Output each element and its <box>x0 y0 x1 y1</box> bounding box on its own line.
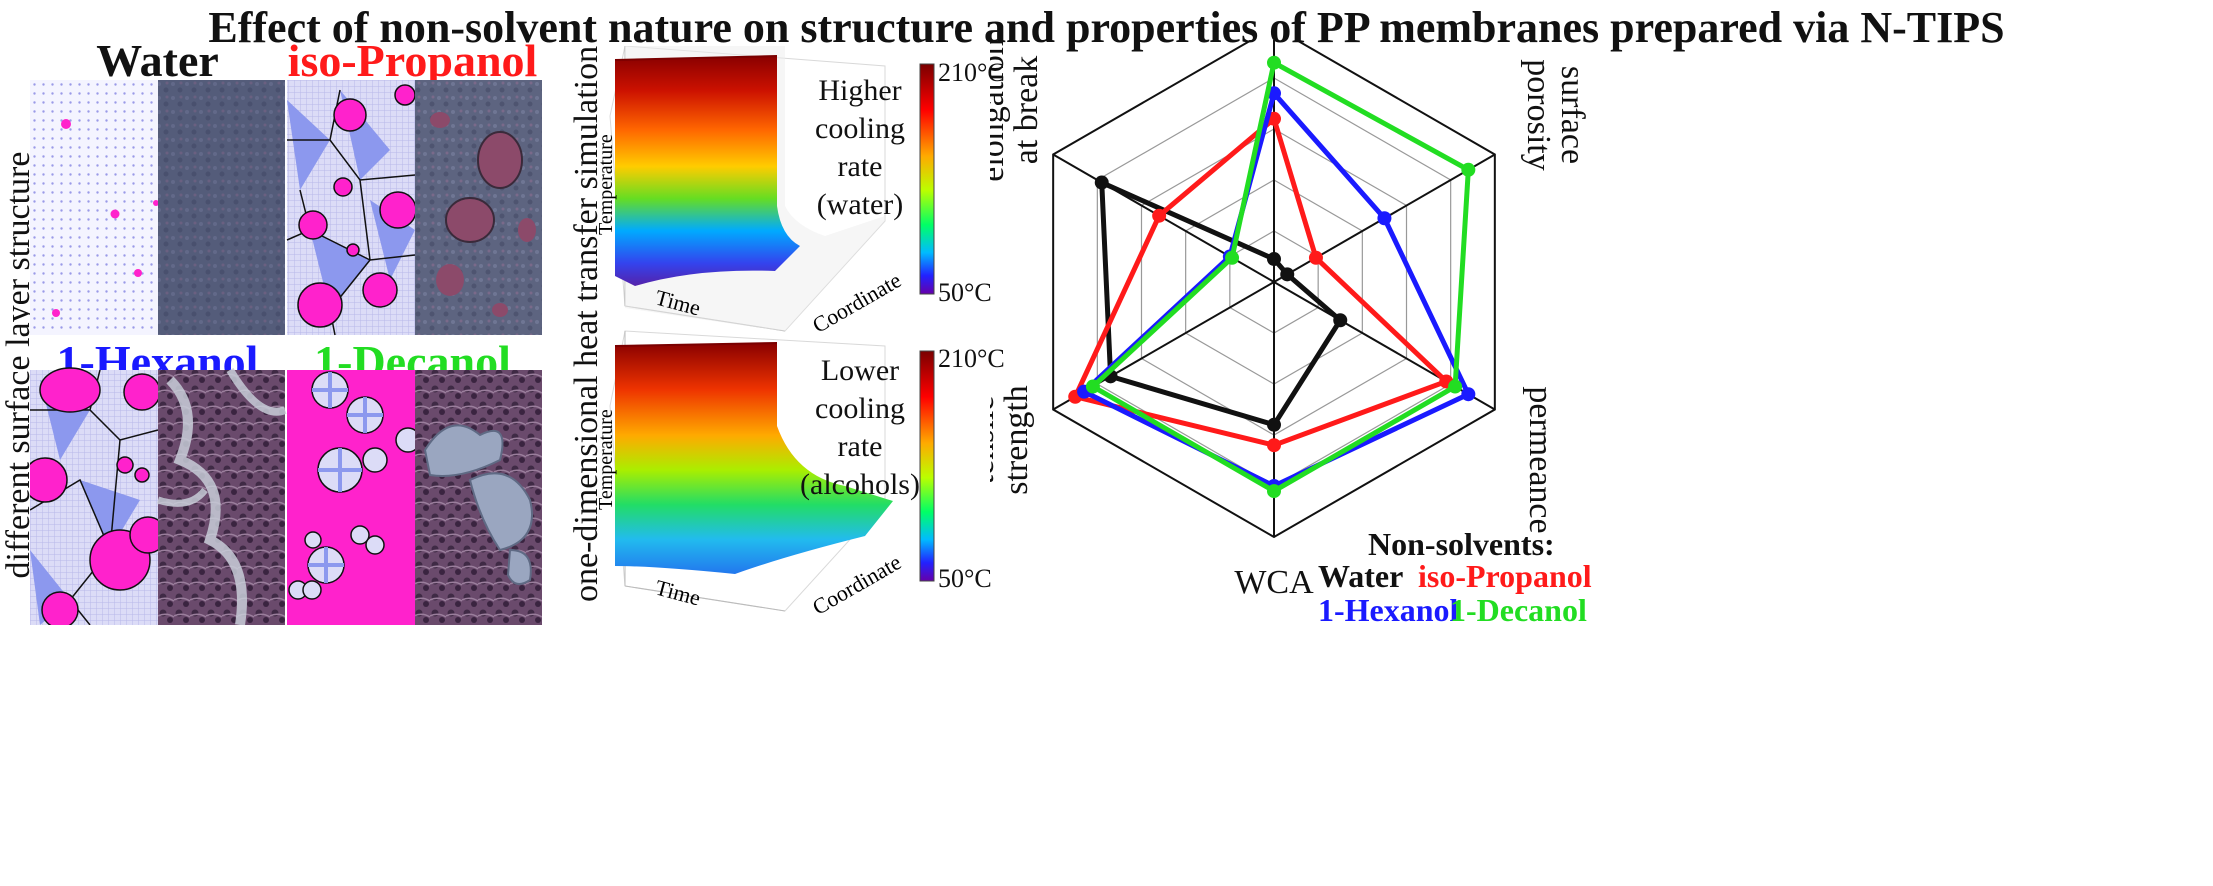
radar-axis-label-line: porosity <box>1520 59 1557 170</box>
series-point-iso-propanol-5 <box>1152 208 1167 223</box>
radar-axis-label-1: surfaceporosity <box>1520 59 1591 170</box>
radar-axis-label-line: permeance <box>1522 386 1559 533</box>
iso-propanol-structure-schematic <box>286 80 417 336</box>
top-axis-temperature: Temperature <box>595 134 617 235</box>
series-point-1-decanol-5 <box>1225 250 1240 265</box>
legend-item-iso-propanol: iso-Propanol <box>1418 558 1592 594</box>
surface-structure-images <box>30 80 542 625</box>
1-decanol-sem-image <box>415 370 542 625</box>
panel-label-water: Water <box>96 35 219 86</box>
series-point-water-0 <box>1267 252 1281 267</box>
water-sem-image <box>158 80 285 335</box>
colorbar-top <box>919 63 935 295</box>
legend-item-water: Water <box>1318 558 1404 594</box>
simulation-plot-lower-cooling <box>609 330 893 612</box>
legend-title: Non-solvents: <box>1368 526 1555 562</box>
colorbar-top-min: 50°C <box>938 278 992 307</box>
1-decanol-structure-schematic <box>287 370 421 625</box>
water-structure-schematic <box>30 80 159 335</box>
series-point-1-decanol-4 <box>1085 379 1100 394</box>
radar-axis-label-line: at break <box>1008 56 1045 165</box>
legend-item-1-hexanol: 1-Hexanol <box>1318 592 1459 628</box>
series-point-iso-propanol-1 <box>1308 250 1323 265</box>
series-point-water-5 <box>1094 175 1109 190</box>
radar-axis-label-2: permeance <box>1522 386 1559 533</box>
heat-transfer-simulations <box>609 46 935 612</box>
series-line-iso-propanol <box>1072 116 1449 448</box>
radar-axis-label-line: tensile <box>990 396 1001 485</box>
lower-cooling-note: Lower cooling rate (alcohols) <box>800 354 920 502</box>
series-point-1-hexanol-2 <box>1461 387 1476 402</box>
radar-axis-label-line: strength <box>998 385 1035 495</box>
higher-cooling-note: Higher cooling rate (water) <box>815 74 905 222</box>
series-point-water-3 <box>1267 417 1281 432</box>
iso-propanol-sem-image <box>415 80 542 335</box>
simulation-plot-higher-cooling <box>609 46 886 332</box>
radar-axis-label-5: elongationat break <box>990 40 1045 182</box>
panel-label-iso-propanol: iso-Propanol <box>287 35 538 86</box>
radar-axis-label-line: WCA <box>1234 564 1314 601</box>
series-point-1-decanol-1 <box>1461 162 1476 177</box>
radar-series <box>1068 55 1476 499</box>
figure-title: Effect of non-solvent nature on structur… <box>208 3 2005 52</box>
series-point-water-2 <box>1333 313 1348 328</box>
bottom-axis-temperature: Temperature <box>595 409 617 510</box>
series-point-1-decanol-0 <box>1267 55 1281 70</box>
radar-axis-labels: pore sizesurfaceporositypermeanceWCAtens… <box>990 40 1591 601</box>
legend-item-1-decanol: 1-Decanol <box>1450 592 1587 628</box>
radar-axis-label-4: tensilestrength <box>990 385 1035 495</box>
radar-axis-label-line: elongation <box>990 40 1011 182</box>
colorbar-bottom-max: 210°C <box>938 344 1005 373</box>
colorbar-top-max: 210°C <box>938 58 1005 87</box>
radar-axis-label-line: surface <box>1554 66 1591 164</box>
series-point-1-decanol-3 <box>1267 484 1281 499</box>
series-point-water-1 <box>1280 267 1295 282</box>
radar-axis-label-3: WCA <box>1234 564 1314 601</box>
colorbar-bottom <box>919 350 935 582</box>
series-point-iso-propanol-3 <box>1267 438 1281 453</box>
series-point-1-hexanol-1 <box>1377 211 1392 226</box>
colorbar-bottom-min: 50°C <box>938 564 992 593</box>
1-hexanol-structure-schematic <box>30 367 167 625</box>
1-hexanol-sem-image <box>156 367 287 625</box>
series-point-1-decanol-2 <box>1448 379 1463 394</box>
radar-chart: pore sizesurfaceporositypermeanceWCAtens… <box>990 40 1591 601</box>
